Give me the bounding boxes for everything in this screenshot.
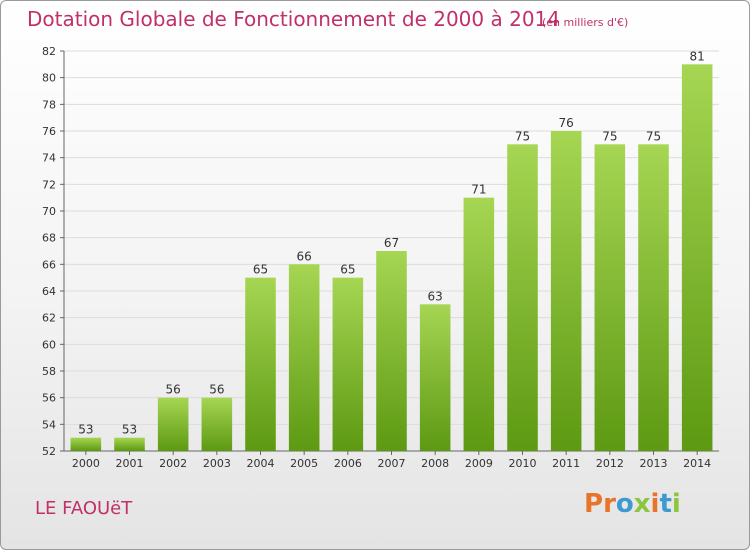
bar-2010 — [507, 144, 538, 452]
bar-2008 — [419, 304, 451, 451]
y-tick-label: 58 — [42, 365, 56, 378]
y-tick-label: 74 — [42, 152, 56, 165]
data-label-2012: 75 — [602, 129, 617, 143]
logo-letter: P — [584, 489, 604, 519]
y-tick-label: 56 — [42, 392, 56, 405]
y-tick-label: 82 — [42, 45, 56, 58]
logo-letter: x — [633, 489, 651, 519]
data-label-2004: 65 — [253, 263, 268, 277]
data-label-2000: 53 — [78, 423, 93, 437]
y-tick-label: 78 — [42, 98, 56, 111]
x-tick-label-2013: 2013 — [640, 457, 668, 470]
x-tick-labels: 2000 2001 2002 2003 2004 2005 2006 2007 2008 2009… — [72, 451, 711, 470]
y-tick-label: 80 — [42, 72, 56, 85]
bar-2003 — [201, 397, 233, 451]
data-label-2006: 65 — [340, 263, 355, 277]
data-label-2011: 76 — [559, 116, 574, 130]
data-label-2009: 71 — [471, 183, 486, 197]
commune-name: LE FAOUëT — [35, 498, 133, 519]
data-label-2013: 75 — [646, 129, 661, 143]
x-tick-label-2001: 2001 — [116, 457, 144, 470]
logo-letter: i — [650, 489, 660, 519]
bar-2012 — [594, 144, 626, 452]
y-tick-label: 64 — [42, 285, 56, 298]
bars — [70, 64, 713, 452]
data-label-2007: 67 — [384, 236, 399, 250]
logo-letter: t — [659, 489, 672, 519]
x-tick-label-2004: 2004 — [247, 457, 275, 470]
y-tick-label: 76 — [42, 125, 56, 138]
x-tick-label-2008: 2008 — [421, 457, 449, 470]
data-label-2001: 53 — [122, 423, 137, 437]
data-labels: 53 53 56 56 65 66 65 67 63 71 75 76 75 75 81 — [78, 49, 705, 436]
unit-note: (en milliers d'€) — [542, 16, 629, 29]
x-tick-label-2006: 2006 — [334, 457, 362, 470]
x-tick-label-2003: 2003 — [203, 457, 231, 470]
y-tick-label: 68 — [42, 232, 56, 245]
bar-2014 — [681, 64, 713, 452]
y-tick-label: 52 — [42, 445, 56, 458]
y-tick-label: 70 — [42, 205, 56, 218]
x-tick-label-2007: 2007 — [378, 457, 406, 470]
y-tick-labels: 52 54 56 58 60 62 64 66 68 70 72 74 76 78 80 82 — [42, 45, 56, 458]
bar-2005 — [288, 264, 320, 451]
bar-2006 — [332, 277, 364, 451]
data-label-2008: 63 — [428, 289, 443, 303]
x-tick-label-2012: 2012 — [596, 457, 624, 470]
x-tick-label-2014: 2014 — [683, 457, 711, 470]
x-tick-label-2002: 2002 — [159, 457, 187, 470]
logo-letter: i — [671, 489, 681, 519]
y-tick-label: 54 — [42, 418, 56, 431]
y-tick-label: 66 — [42, 258, 56, 271]
x-tick-label-2011: 2011 — [552, 457, 580, 470]
x-tick-label-2009: 2009 — [465, 457, 493, 470]
data-label-2002: 56 — [166, 383, 181, 397]
data-label-2010: 75 — [515, 129, 530, 143]
logo-letter: o — [615, 489, 634, 519]
bar-2004 — [245, 277, 276, 451]
bar-2011 — [550, 131, 582, 451]
data-label-2014: 81 — [690, 49, 705, 63]
bar-2001 — [114, 437, 145, 451]
bar-2000 — [70, 437, 102, 451]
y-tick-label: 62 — [42, 312, 56, 325]
y-tick-label: 60 — [42, 338, 56, 351]
bar-2007 — [376, 251, 407, 451]
proxiti-logo[interactable]: Proxiti — [584, 489, 681, 519]
chart-title: Dotation Globale de Fonctionnement de 20… — [27, 7, 560, 31]
x-tick-label-2005: 2005 — [290, 457, 318, 470]
x-tick-label-2000: 2000 — [72, 457, 100, 470]
bar-2009 — [463, 197, 495, 451]
logo-letter: r — [603, 489, 616, 519]
data-label-2005: 66 — [297, 249, 312, 263]
bar-2002 — [157, 397, 189, 451]
data-label-2003: 56 — [209, 383, 224, 397]
bar-2013 — [638, 144, 669, 452]
x-tick-label-2010: 2010 — [509, 457, 537, 470]
y-tick-label: 72 — [42, 178, 56, 191]
